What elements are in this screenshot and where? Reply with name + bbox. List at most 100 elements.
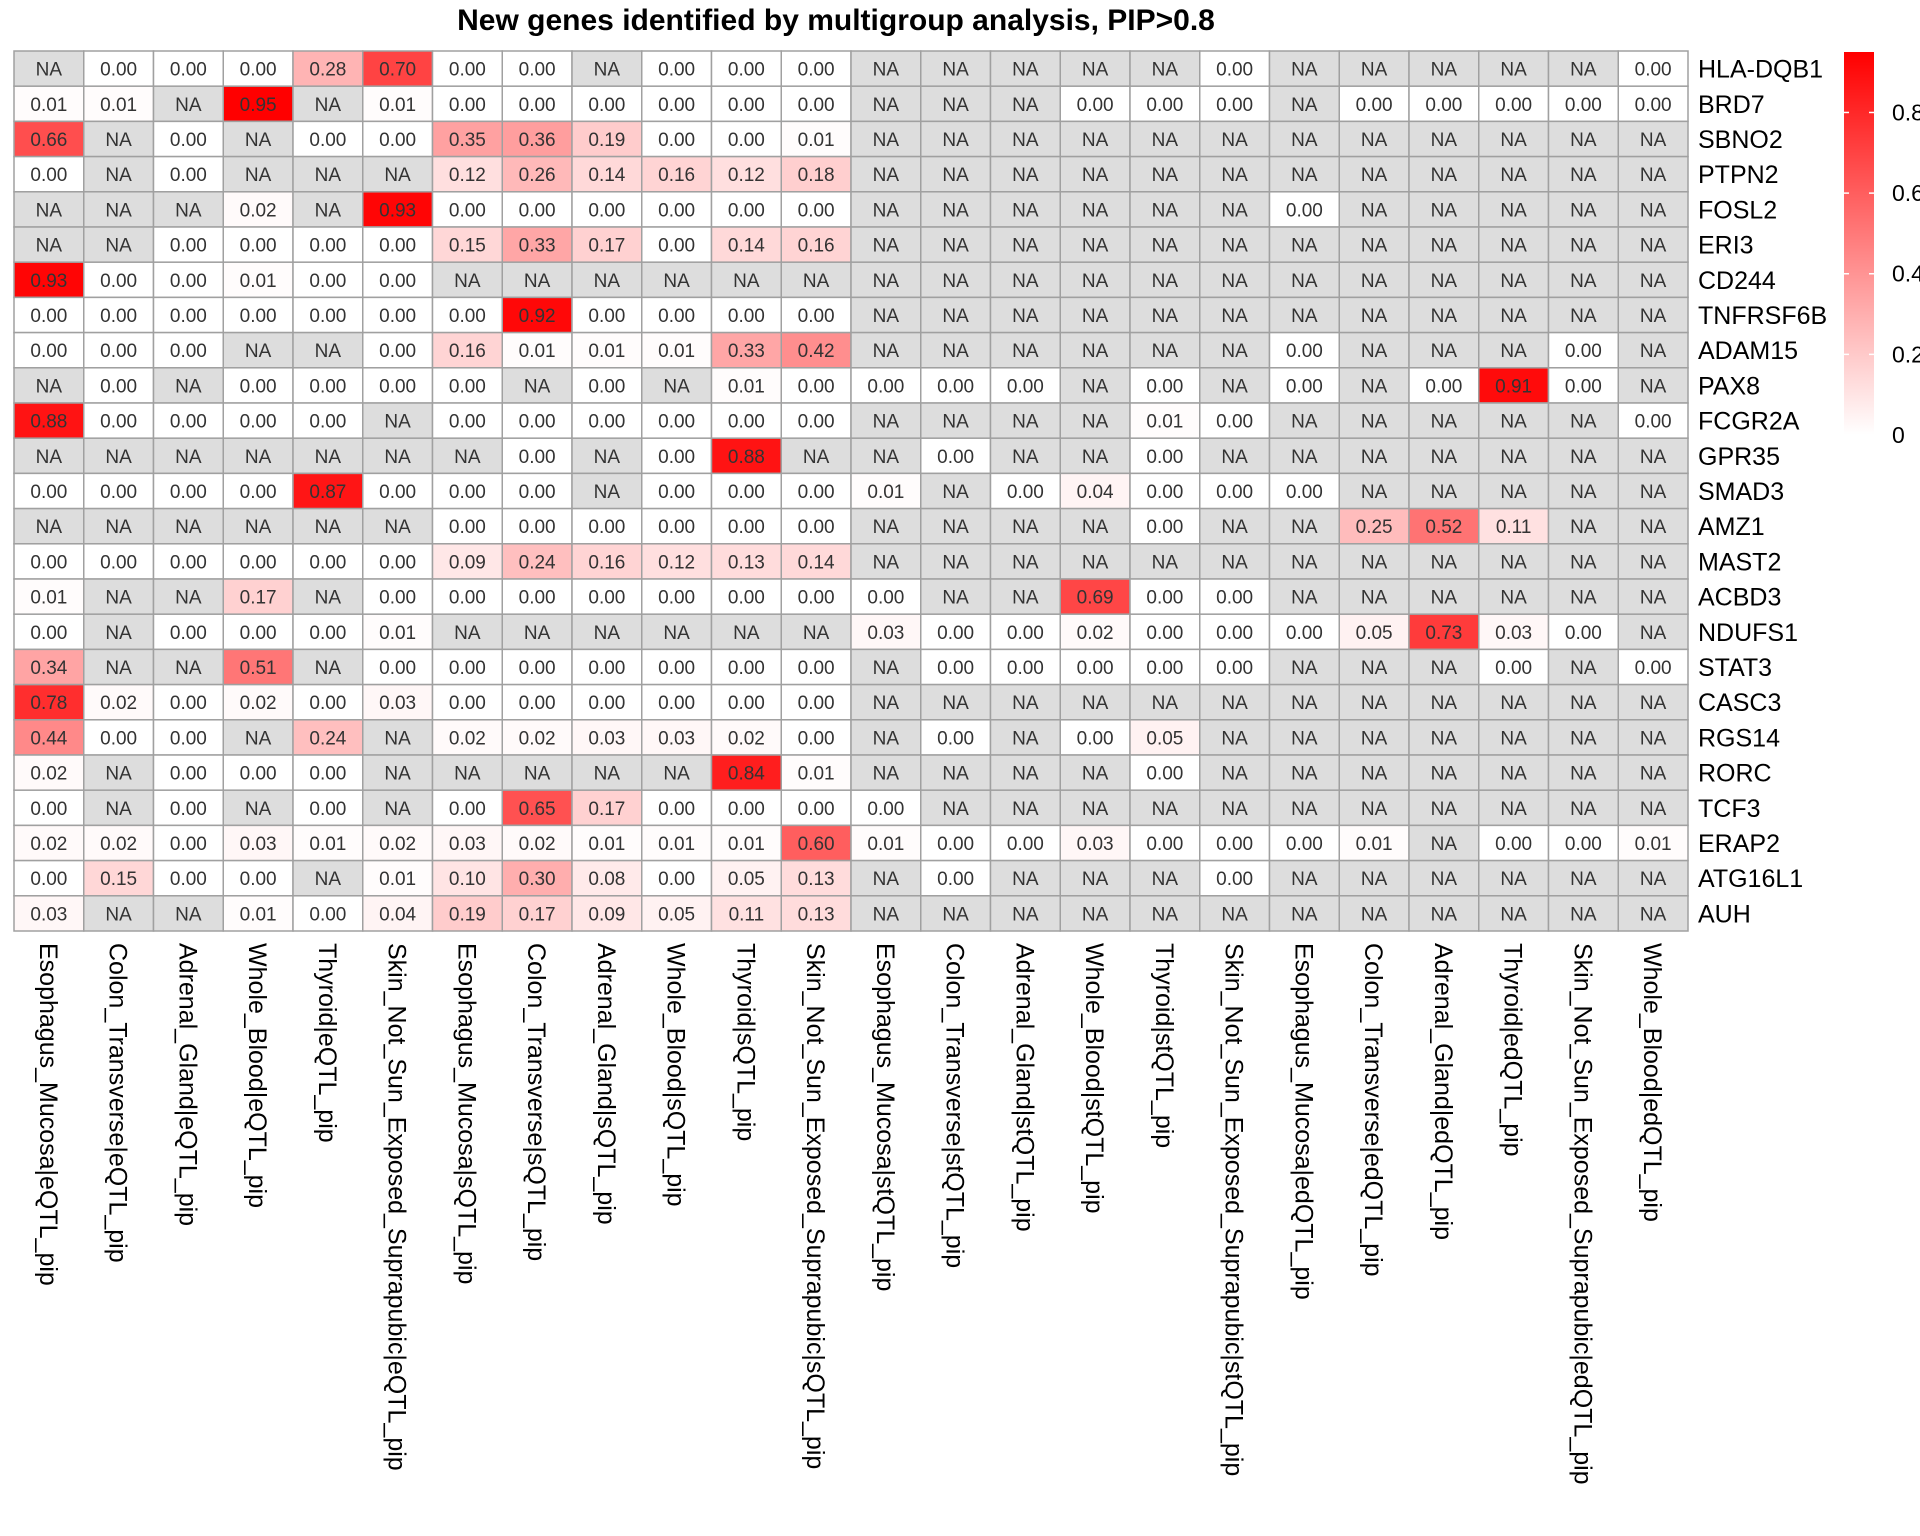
heatmap-cell	[1268, 367, 1340, 404]
heatmap-cell	[920, 367, 992, 404]
cell-value-label: NA	[1361, 869, 1388, 890]
heatmap-cell	[431, 719, 503, 756]
heatmap-cell	[1617, 226, 1689, 263]
cell-value-label: NA	[175, 517, 202, 538]
cell-value-label: 0.00	[658, 200, 695, 221]
cell-value-label: NA	[1152, 200, 1179, 221]
cell-value-label: 0.00	[170, 236, 207, 257]
cell-value-label: NA	[105, 764, 132, 785]
heatmap-cell	[1617, 120, 1689, 158]
cell-value-label: 0.00	[588, 376, 625, 397]
cell-value-label: NA	[315, 341, 342, 362]
heatmap-cell	[1338, 367, 1410, 404]
cell-value-label: NA	[873, 200, 900, 221]
cell-value-label: NA	[1012, 588, 1039, 609]
heatmap-cell	[1338, 859, 1410, 897]
heatmap-cell	[152, 331, 224, 369]
cell-value-label: 0.00	[170, 482, 207, 503]
cell-value-label: 0.16	[798, 236, 835, 257]
cell-value-label: NA	[1361, 412, 1388, 433]
cell-value-label: NA	[384, 764, 411, 785]
cell-value-label: NA	[1570, 728, 1597, 749]
cell-value-label: NA	[1570, 764, 1597, 785]
heatmap-cell	[1059, 895, 1131, 932]
column-label: Colon_Transverse|sQTL_pip	[522, 943, 550, 1261]
cell-value-label: 0.03	[867, 623, 904, 644]
cell-value-label: 0.00	[519, 60, 556, 81]
legend-tick-label: 0.2	[1892, 341, 1920, 367]
cell-value-label: 0.16	[449, 341, 486, 362]
heatmap-cell	[571, 402, 643, 439]
cell-value-label: 0.00	[798, 482, 835, 503]
heatmap-cell	[1059, 543, 1131, 580]
cell-value-label: 0.00	[30, 552, 67, 573]
cell-value-label: 0.00	[937, 658, 974, 679]
cell-value-label: 0.00	[170, 834, 207, 855]
heatmap-cell	[501, 226, 573, 263]
column-label: Esophagus_Mucosa|stQTL_pip	[871, 943, 899, 1291]
cell-value-label: NA	[1361, 728, 1388, 749]
heatmap-cell	[1617, 50, 1689, 87]
heatmap-cell	[431, 120, 503, 158]
legend-tick-label: 0	[1892, 422, 1905, 448]
cell-value-label: 0.00	[309, 236, 346, 257]
cell-value-label: 0.00	[1565, 623, 1602, 644]
heatmap-cell	[222, 155, 294, 193]
legend-tick-label: 0.8	[1892, 99, 1920, 125]
heatmap-cell	[1129, 859, 1201, 897]
heatmap-cell	[431, 261, 503, 299]
heatmap-cell	[501, 895, 573, 932]
heatmap-cell	[1408, 296, 1480, 334]
cell-value-label: NA	[1361, 693, 1388, 714]
cell-value-label: NA	[315, 165, 342, 186]
row-label-gene: CD244	[1698, 267, 1776, 295]
cell-value-label: 0.00	[379, 271, 416, 292]
cell-value-label: 0.01	[30, 95, 67, 116]
cell-value-label: NA	[454, 447, 481, 468]
heatmap-cell	[710, 367, 782, 404]
cell-value-label: 0.69	[1077, 588, 1114, 609]
cell-value-label: 0.00	[1565, 834, 1602, 855]
cell-value-label: 0.13	[728, 552, 765, 573]
cell-value-label: NA	[1431, 904, 1458, 925]
heatmap-cell	[501, 578, 573, 615]
cell-value-label: 0.00	[100, 552, 137, 573]
cell-value-label: 0.36	[519, 130, 556, 151]
heatmap-cell	[1199, 683, 1271, 721]
heatmap-cell	[362, 50, 434, 87]
cell-value-label: 0.01	[309, 834, 346, 855]
heatmap-cell	[292, 367, 364, 404]
cell-value-label: NA	[1012, 904, 1039, 925]
cell-value-label: NA	[942, 130, 969, 151]
cell-value-label: NA	[1640, 236, 1667, 257]
cell-value-label: 0.00	[100, 376, 137, 397]
column-label: Adrenal_Gland|stQTL_pip	[1010, 943, 1038, 1232]
cell-value-label: NA	[1361, 588, 1388, 609]
cell-value-label: NA	[245, 341, 272, 362]
cell-value-label: NA	[1152, 799, 1179, 820]
cell-value-label: 0.08	[588, 869, 625, 890]
column-label: Colon_Transverse|stQTL_pip	[941, 943, 969, 1268]
heatmap-cell	[710, 507, 782, 545]
heatmap-cell	[1408, 85, 1480, 123]
heatmap-cell	[989, 578, 1061, 615]
heatmap-cell	[1547, 648, 1619, 686]
cell-value-label: NA	[1291, 904, 1318, 925]
cell-value-label: NA	[1640, 341, 1667, 362]
cell-value-label: 0.00	[798, 306, 835, 327]
heatmap-cell	[292, 261, 364, 299]
heatmap-cell	[780, 472, 852, 510]
cell-value-label: NA	[1082, 165, 1109, 186]
cell-value-label: 0.03	[1077, 834, 1114, 855]
heatmap-cell	[362, 683, 434, 721]
cell-value-label: NA	[1361, 236, 1388, 257]
row-label-gene: NDUFS1	[1698, 619, 1798, 647]
cell-value-label: NA	[594, 60, 621, 81]
cell-value-label: NA	[1361, 552, 1388, 573]
heatmap-cell	[362, 754, 434, 791]
cell-value-label: NA	[1361, 165, 1388, 186]
heatmap-cell	[641, 824, 713, 862]
cell-value-label: NA	[1012, 200, 1039, 221]
cell-value-label: 0.00	[1425, 376, 1462, 397]
cell-value-label: 0.00	[170, 130, 207, 151]
